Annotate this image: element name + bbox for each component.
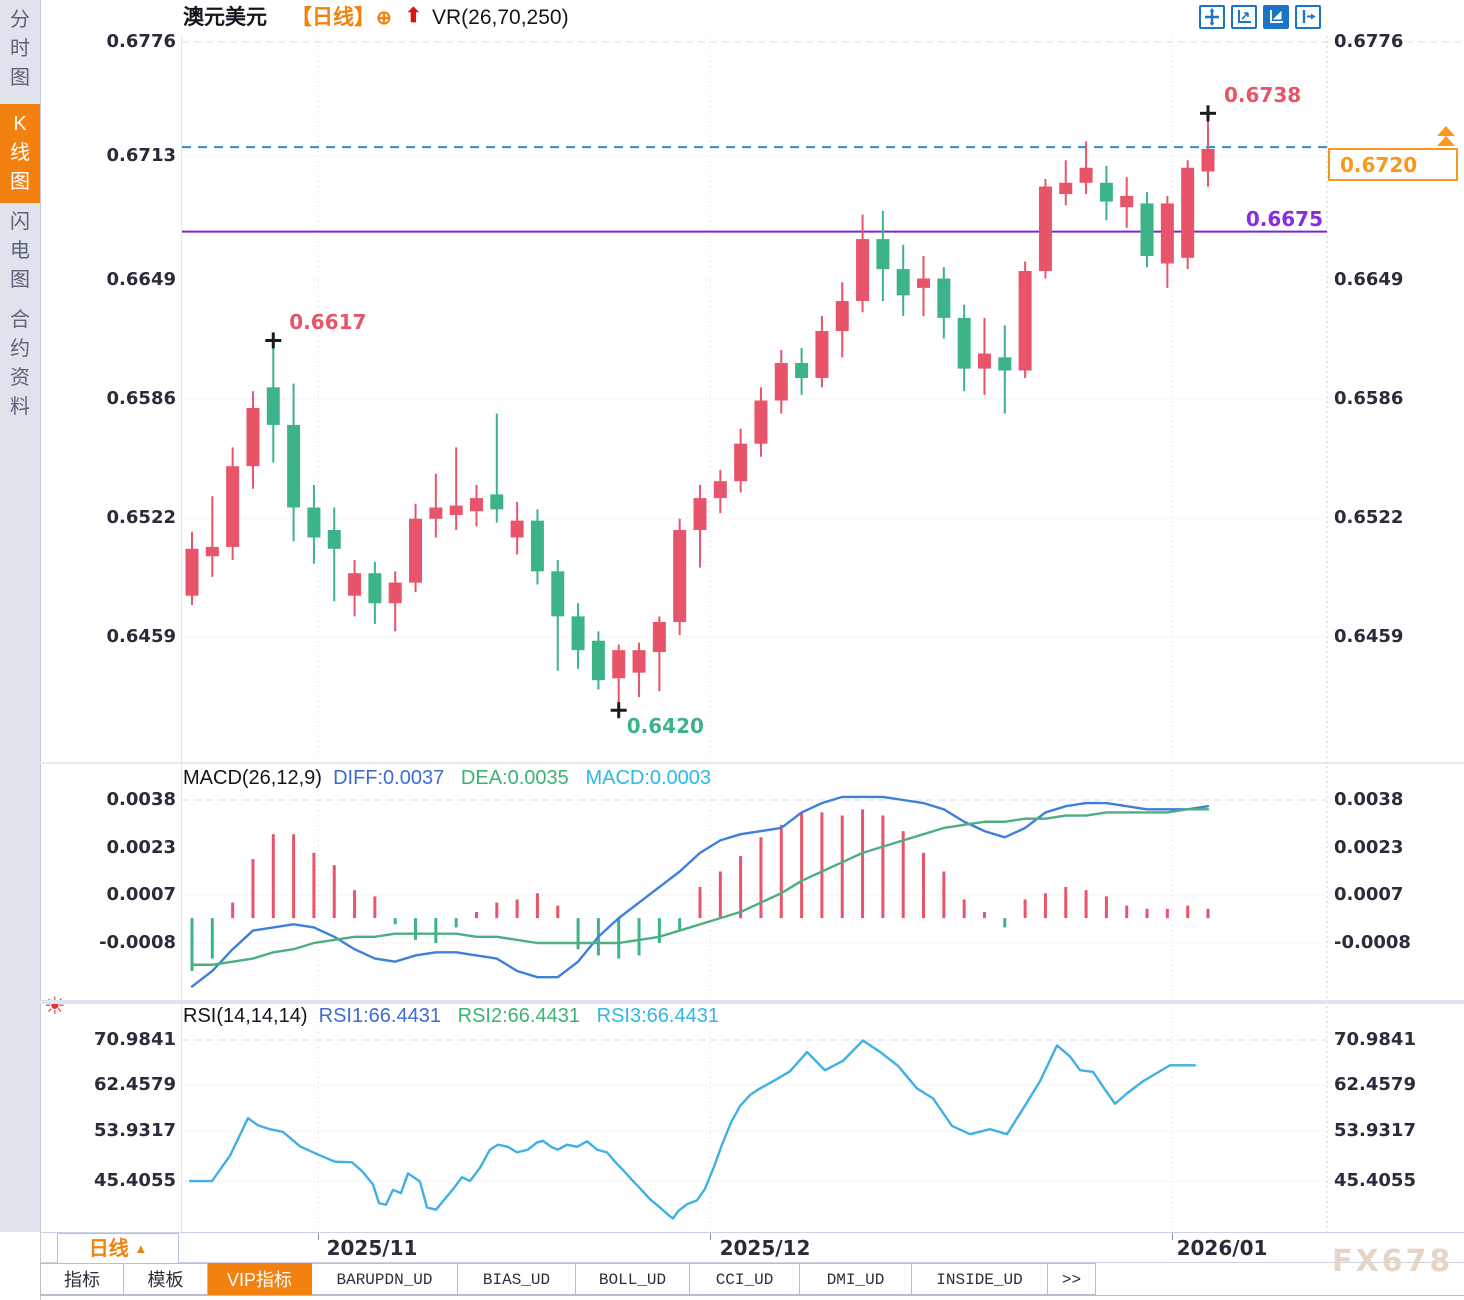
footer-tab-boll_ud[interactable]: BOLL_UD — [576, 1263, 690, 1295]
watermark: FX678 — [1332, 1244, 1454, 1279]
y-axis-tick: 0.0038 — [1334, 789, 1404, 810]
rsi-title: RSI(14,14,14) — [183, 1005, 308, 1027]
x-axis-tick — [1172, 1233, 1173, 1240]
y-axis-tick: 0.0023 — [1334, 837, 1404, 858]
macd-dea-value: DEA:0.0035 — [460, 767, 569, 789]
y-axis-tick: 0.6459 — [1334, 626, 1404, 647]
y-axis-tick: 62.4579 — [1334, 1074, 1416, 1095]
footer-tab-bias_ud[interactable]: BIAS_UD — [458, 1263, 576, 1295]
footer-tab-vip[interactable]: VIP指标 — [208, 1263, 312, 1295]
x-axis-top-border — [40, 1232, 1464, 1233]
y-axis-tick: 53.9317 — [1334, 1120, 1416, 1141]
y-axis-tick: 0.0038 — [106, 789, 176, 810]
y-axis-tick: -0.0008 — [99, 932, 176, 953]
x-axis-label: 2025/11 — [326, 1236, 418, 1260]
indicator-settings-sun-icon[interactable]: ☀ — [44, 993, 66, 1020]
rsi1-value: RSI1:66.4431 — [318, 1005, 441, 1027]
x-axis-tick — [318, 1233, 319, 1240]
y-axis-tick: 0.0023 — [106, 837, 176, 858]
rsi3-value: RSI3:66.4431 — [596, 1005, 719, 1027]
sidebar-item-1[interactable]: 分时图 — [10, 9, 30, 89]
price-annotation: 0.6420 — [626, 714, 704, 739]
plot-left-boundary — [181, 36, 182, 1232]
y-axis-tick: 0.6586 — [106, 388, 176, 409]
sidebar-item-3[interactable]: 闪电图 — [10, 211, 30, 291]
period-selector-button[interactable]: 日线 ▲ — [57, 1233, 179, 1264]
y-axis-tick: 70.9841 — [1334, 1029, 1416, 1050]
y-axis-tick: 0.6776 — [1334, 31, 1404, 52]
y-axis-tick: 0.6776 — [106, 31, 176, 52]
panel-separator — [40, 1000, 1464, 1004]
macd-title: MACD(26,12,9) — [183, 767, 322, 789]
overlay-indicator-label: VR(26,70,250) — [432, 6, 569, 29]
y-axis-tick: 45.4055 — [94, 1170, 176, 1191]
auto-scale-icon[interactable] — [1263, 5, 1289, 29]
footer-tab-cci_ud[interactable]: CCI_UD — [690, 1263, 800, 1295]
footer-tab-dmi_ud[interactable]: DMI_UD — [800, 1263, 912, 1295]
zoom-axis-icon[interactable] — [1231, 5, 1257, 29]
circle-plus-icon[interactable]: ⊕ — [376, 8, 392, 29]
pan-crosshair-icon[interactable] — [1199, 5, 1225, 29]
period-tag: 【日线】 — [291, 6, 375, 29]
macd-diff-value: DIFF:0.0037 — [333, 767, 445, 789]
footer-tab-inside_ud[interactable]: INSIDE_UD — [912, 1263, 1048, 1295]
tabbar-underline — [40, 1295, 1464, 1296]
symbol-title: 澳元美元 — [183, 6, 267, 29]
macd-header: MACD(26,12,9) DIFF:0.0037 DEA:0.0035 MAC… — [183, 766, 711, 790]
footer-tab-barupdn_ud[interactable]: BARUPDN_UD — [312, 1263, 458, 1295]
x-axis-label: 2025/12 — [719, 1236, 811, 1260]
y-axis-tick: 0.6713 — [106, 145, 176, 166]
period-label: 日线 — [88, 1238, 129, 1260]
y-axis-tick: 45.4055 — [1334, 1170, 1416, 1191]
y-axis-tick: 0.6586 — [1334, 388, 1404, 409]
y-axis-tick: 62.4579 — [94, 1074, 176, 1095]
y-axis-tick: 0.6522 — [106, 507, 176, 528]
x-axis-bottom-border — [40, 1262, 1464, 1263]
sidebar-item-4[interactable]: 合约资料 — [10, 309, 30, 418]
shift-right-icon[interactable] — [1295, 5, 1321, 29]
y-axis-tick: 0.6522 — [1334, 507, 1404, 528]
red-up-arrow-icon: ⬆ — [405, 5, 422, 27]
rsi-header: RSI(14,14,14) RSI1:66.4431 RSI2:66.4431 … — [183, 1004, 719, 1028]
footer-tab-[interactable]: 模板 — [124, 1263, 208, 1295]
y-axis-tick: -0.0008 — [1334, 932, 1411, 953]
x-axis-tick — [710, 1233, 711, 1240]
y-axis-tick: 53.9317 — [94, 1120, 176, 1141]
panel-separator — [40, 762, 1464, 764]
footer-corner — [0, 1232, 41, 1300]
y-axis-tick: 0.6459 — [106, 626, 176, 647]
triangle-up-icon: ▲ — [134, 1241, 148, 1256]
x-axis-label: 2026/01 — [1176, 1236, 1268, 1260]
support-line-label: 0.6675 — [1245, 206, 1323, 231]
y-axis-tick: 0.0007 — [106, 884, 176, 905]
price-annotation: 0.6738 — [1224, 83, 1302, 108]
y-axis-tick: 0.6649 — [1334, 269, 1404, 290]
rsi2-value: RSI2:66.4431 — [457, 1005, 580, 1027]
macd-hist-value: MACD:0.0003 — [585, 767, 712, 789]
footer-tab-[interactable]: >> — [1048, 1263, 1096, 1295]
y-axis-tick: 0.0007 — [1334, 884, 1404, 905]
y-axis-tick: 0.6649 — [106, 269, 176, 290]
price-annotation: 0.6617 — [289, 310, 367, 335]
y-axis-tick: 70.9841 — [94, 1029, 176, 1050]
footer-tab-[interactable]: 指标 — [40, 1263, 124, 1295]
price-pointer-up-icon — [1437, 126, 1455, 136]
current-price-box: 0.6720 — [1328, 148, 1458, 181]
price-pointer-up-icon — [1437, 136, 1455, 146]
